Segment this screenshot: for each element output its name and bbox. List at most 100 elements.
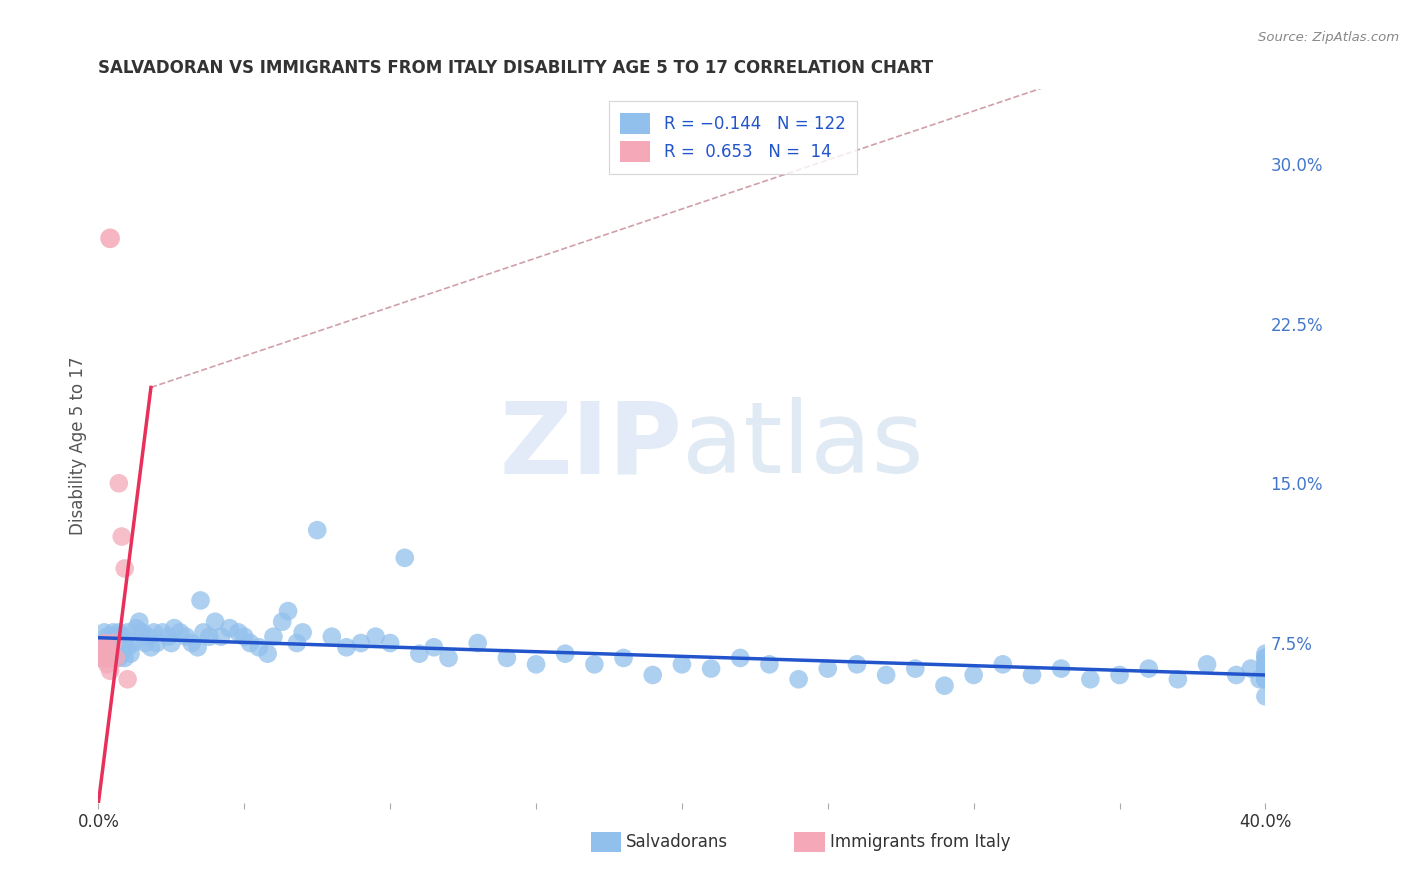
Point bbox=[108, 636, 131, 650]
Point bbox=[730, 651, 752, 665]
Point bbox=[114, 651, 136, 665]
Point bbox=[380, 636, 402, 650]
Point bbox=[98, 651, 121, 665]
Point bbox=[187, 640, 209, 655]
Point bbox=[285, 636, 308, 650]
Text: atlas: atlas bbox=[682, 398, 924, 494]
Point bbox=[1254, 662, 1277, 676]
Point bbox=[787, 672, 810, 686]
Point bbox=[111, 529, 134, 543]
Point bbox=[163, 621, 186, 635]
Point bbox=[256, 647, 278, 661]
Point bbox=[160, 636, 183, 650]
Point bbox=[321, 630, 343, 644]
Point bbox=[934, 679, 956, 693]
Point bbox=[101, 636, 124, 650]
Point bbox=[524, 657, 547, 672]
Point bbox=[101, 651, 124, 665]
Legend: R = −0.144   N = 122, R =  0.653   N =  14: R = −0.144 N = 122, R = 0.653 N = 14 bbox=[609, 101, 858, 174]
Point bbox=[1254, 662, 1277, 676]
Point bbox=[101, 625, 124, 640]
Point bbox=[350, 636, 373, 650]
Point bbox=[128, 615, 150, 629]
Point bbox=[117, 625, 139, 640]
Point bbox=[1254, 668, 1277, 682]
Point bbox=[291, 625, 314, 640]
Point bbox=[437, 651, 460, 665]
Point bbox=[117, 640, 139, 655]
Point bbox=[554, 647, 576, 661]
Point bbox=[875, 668, 897, 682]
Point bbox=[1021, 668, 1043, 682]
Point bbox=[1254, 668, 1277, 682]
Point bbox=[180, 636, 202, 650]
Point bbox=[335, 640, 357, 655]
Text: Source: ZipAtlas.com: Source: ZipAtlas.com bbox=[1258, 31, 1399, 45]
Point bbox=[90, 642, 112, 657]
Point bbox=[1167, 672, 1189, 686]
Point bbox=[1137, 662, 1160, 676]
Point bbox=[671, 657, 693, 672]
Point bbox=[204, 615, 226, 629]
Point bbox=[157, 630, 180, 644]
Point bbox=[111, 630, 134, 644]
Point bbox=[169, 625, 191, 640]
Point bbox=[120, 647, 142, 661]
Point bbox=[408, 647, 430, 661]
Point bbox=[104, 630, 127, 644]
Point bbox=[117, 672, 139, 686]
Point bbox=[96, 640, 118, 655]
Point bbox=[101, 640, 124, 655]
Point bbox=[1254, 651, 1277, 665]
Point bbox=[496, 651, 519, 665]
Point bbox=[1080, 672, 1102, 686]
Point bbox=[1225, 668, 1247, 682]
Point bbox=[142, 625, 165, 640]
Point bbox=[1108, 668, 1130, 682]
Point bbox=[641, 668, 664, 682]
Point bbox=[1254, 651, 1277, 665]
Point bbox=[96, 657, 118, 672]
Point bbox=[1254, 657, 1277, 672]
Point bbox=[104, 651, 127, 665]
Point bbox=[174, 630, 197, 644]
Point bbox=[96, 651, 118, 665]
Point bbox=[93, 651, 115, 665]
Point bbox=[96, 630, 118, 644]
Text: Immigrants from Italy: Immigrants from Italy bbox=[830, 833, 1010, 851]
Point bbox=[1254, 668, 1277, 682]
Point bbox=[1254, 672, 1277, 686]
Point bbox=[239, 636, 262, 650]
Point bbox=[125, 621, 148, 635]
Point bbox=[307, 523, 329, 537]
Y-axis label: Disability Age 5 to 17: Disability Age 5 to 17 bbox=[69, 357, 87, 535]
Point bbox=[467, 636, 489, 650]
Point bbox=[90, 651, 112, 665]
Point bbox=[1254, 647, 1277, 661]
Point bbox=[104, 651, 127, 665]
Point bbox=[108, 625, 131, 640]
Point bbox=[96, 640, 118, 655]
Point bbox=[233, 630, 256, 644]
Point bbox=[1254, 690, 1277, 704]
Point bbox=[98, 647, 121, 661]
Point bbox=[146, 636, 169, 650]
Point bbox=[1050, 662, 1073, 676]
Point bbox=[198, 630, 221, 644]
Point bbox=[134, 636, 156, 650]
Point bbox=[111, 647, 134, 661]
Point bbox=[364, 630, 387, 644]
Point bbox=[1254, 672, 1277, 686]
Point bbox=[98, 642, 121, 657]
Point bbox=[1254, 657, 1277, 672]
Point bbox=[193, 625, 215, 640]
Point bbox=[98, 664, 121, 678]
Point bbox=[114, 636, 136, 650]
Point bbox=[104, 642, 127, 657]
Point bbox=[108, 476, 131, 491]
Point bbox=[190, 593, 212, 607]
Text: ZIP: ZIP bbox=[499, 398, 682, 494]
Point bbox=[1254, 672, 1277, 686]
Point bbox=[271, 615, 294, 629]
Point bbox=[1195, 657, 1218, 672]
